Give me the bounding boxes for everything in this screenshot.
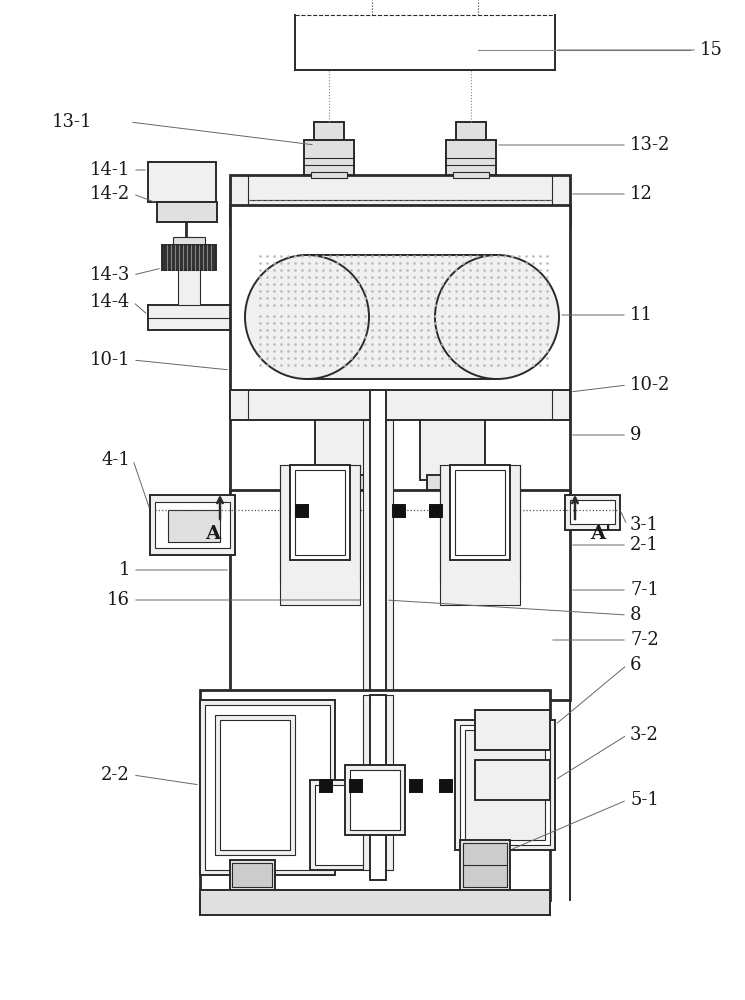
- Bar: [460, 840, 510, 890]
- Bar: [565, 495, 620, 530]
- Bar: [350, 770, 400, 830]
- Bar: [475, 760, 550, 800]
- Text: 14-1: 14-1: [89, 161, 130, 179]
- Bar: [205, 705, 330, 870]
- Bar: [345, 765, 405, 835]
- Text: 1: 1: [118, 561, 130, 579]
- Bar: [230, 390, 570, 420]
- Bar: [295, 470, 345, 555]
- Bar: [456, 122, 486, 140]
- Bar: [173, 237, 205, 245]
- Bar: [570, 500, 615, 524]
- Bar: [455, 470, 505, 555]
- Text: 14-3: 14-3: [89, 266, 130, 284]
- Text: 5-1: 5-1: [630, 791, 659, 809]
- Bar: [230, 860, 275, 890]
- Bar: [178, 270, 200, 305]
- Bar: [323, 475, 373, 490]
- Bar: [420, 420, 485, 480]
- Bar: [157, 202, 217, 222]
- Text: 11: 11: [630, 306, 653, 324]
- Circle shape: [435, 255, 559, 379]
- Bar: [307, 255, 497, 379]
- Text: 4-1: 4-1: [101, 451, 130, 469]
- Bar: [370, 695, 386, 880]
- Bar: [230, 175, 570, 225]
- Bar: [450, 465, 510, 560]
- Bar: [320, 780, 332, 792]
- Bar: [150, 495, 235, 555]
- Text: 3-1: 3-1: [630, 516, 659, 534]
- Text: 2-1: 2-1: [630, 536, 659, 554]
- Text: A: A: [206, 525, 221, 543]
- Bar: [455, 720, 555, 850]
- Bar: [410, 780, 422, 792]
- Bar: [315, 785, 375, 865]
- Bar: [296, 505, 308, 517]
- Text: A': A': [590, 525, 611, 543]
- Text: 3-2: 3-2: [630, 726, 659, 744]
- Bar: [446, 140, 496, 175]
- Bar: [200, 700, 335, 875]
- Bar: [290, 465, 350, 560]
- Text: 9: 9: [630, 426, 641, 444]
- Bar: [440, 465, 520, 605]
- Bar: [230, 205, 570, 500]
- Text: 7-1: 7-1: [630, 581, 659, 599]
- Text: 8: 8: [630, 606, 641, 624]
- Text: 16: 16: [107, 591, 130, 609]
- Bar: [427, 475, 477, 490]
- Bar: [168, 510, 220, 542]
- Bar: [200, 690, 550, 900]
- Bar: [460, 725, 550, 845]
- Bar: [230, 490, 570, 700]
- Bar: [463, 843, 507, 887]
- Bar: [148, 162, 216, 202]
- Bar: [220, 720, 290, 850]
- Bar: [350, 780, 362, 792]
- Text: 7-2: 7-2: [630, 631, 659, 649]
- Bar: [304, 140, 354, 175]
- Bar: [430, 505, 442, 517]
- Bar: [370, 390, 386, 700]
- Bar: [363, 695, 393, 870]
- Bar: [155, 502, 230, 548]
- Bar: [215, 715, 295, 855]
- Text: 13-1: 13-1: [52, 113, 92, 131]
- Bar: [200, 890, 550, 915]
- Bar: [363, 420, 393, 700]
- Bar: [311, 172, 347, 178]
- Bar: [440, 780, 452, 792]
- Bar: [280, 465, 360, 605]
- Bar: [475, 710, 550, 750]
- Bar: [162, 245, 216, 270]
- Bar: [232, 863, 272, 887]
- Text: 14-4: 14-4: [89, 293, 130, 311]
- Text: 12: 12: [630, 185, 653, 203]
- Bar: [148, 305, 243, 330]
- Bar: [315, 420, 380, 480]
- Text: 14-2: 14-2: [89, 185, 130, 203]
- Text: 15: 15: [700, 41, 723, 59]
- Text: 10-1: 10-1: [89, 351, 130, 369]
- Bar: [314, 122, 344, 140]
- Text: 13-2: 13-2: [630, 136, 670, 154]
- Text: 6: 6: [630, 656, 641, 674]
- Circle shape: [245, 255, 369, 379]
- Text: 10-2: 10-2: [630, 376, 670, 394]
- Bar: [453, 172, 489, 178]
- Bar: [393, 505, 405, 517]
- Bar: [310, 780, 380, 870]
- Bar: [465, 730, 545, 840]
- Text: 2-2: 2-2: [101, 766, 130, 784]
